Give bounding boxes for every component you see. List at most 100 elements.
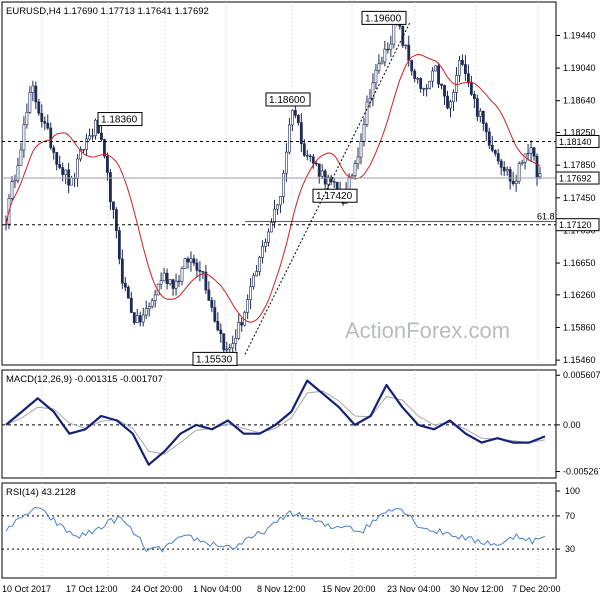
macd-panel-frame: [1, 369, 557, 479]
candle: [410, 59, 414, 76]
candle-body: [28, 92, 32, 113]
candle-body: [350, 175, 354, 178]
candle-body: [180, 268, 184, 282]
candle: [431, 67, 435, 88]
candle: [353, 160, 357, 180]
candle-body: [437, 65, 440, 85]
candle: [380, 56, 384, 65]
candle: [88, 128, 91, 141]
candle: [434, 65, 437, 72]
candle-body: [123, 282, 127, 288]
candle-body: [82, 149, 85, 151]
candle: [437, 62, 440, 88]
candle: [249, 278, 253, 310]
candle-body: [252, 275, 256, 287]
candle-body: [189, 258, 193, 263]
candle: [79, 146, 82, 162]
price-y-tick-label: 1.15460: [563, 355, 596, 365]
candle-body: [10, 181, 14, 199]
candle-body: [487, 131, 491, 146]
candle: [64, 169, 68, 185]
candle-body: [144, 308, 148, 316]
candle-body: [213, 307, 217, 322]
macd-main-line: [5, 379, 546, 466]
candle-body: [496, 153, 500, 162]
candle-body: [258, 257, 261, 272]
candle: [16, 157, 20, 184]
candle: [449, 99, 452, 118]
candle: [126, 285, 130, 299]
candle-body: [168, 279, 172, 285]
candle: [267, 228, 270, 247]
candle: [55, 151, 59, 171]
candle: [261, 240, 264, 264]
candle-body: [204, 271, 208, 291]
candle-body: [43, 121, 47, 124]
candle: [52, 145, 56, 160]
rsi-layer: 100 70 30: [2, 486, 580, 554]
resistance-price-box: [555, 134, 600, 148]
candle: [273, 199, 276, 228]
candle-body: [70, 177, 74, 186]
candle: [106, 152, 109, 181]
candle-body: [153, 294, 157, 301]
candle-body: [114, 209, 118, 231]
candle-body: [279, 196, 282, 206]
candle: [195, 258, 199, 278]
candle-body: [484, 123, 488, 133]
candle-body: [520, 162, 524, 165]
candle-body: [502, 167, 506, 172]
candle: [264, 238, 267, 253]
swing-annotation-label: 1.15530: [196, 354, 233, 365]
candle: [25, 103, 29, 129]
candle-body: [308, 155, 312, 158]
candle: [186, 256, 190, 269]
fib-label: 61.8: [537, 211, 555, 221]
candle-body: [481, 110, 485, 124]
candle-body: [135, 315, 139, 324]
candle-body: [368, 97, 372, 103]
candle: [282, 169, 285, 204]
candle: [332, 178, 336, 189]
candle-body: [141, 314, 145, 323]
candle-body: [288, 124, 291, 153]
candle-body: [320, 170, 324, 177]
candle-body: [31, 85, 35, 93]
candle-body: [532, 147, 536, 157]
price-y-tick-label: 1.15860: [563, 322, 596, 332]
trend-line: [244, 22, 411, 355]
candle: [484, 121, 488, 141]
candle-body: [449, 101, 452, 109]
candle: [374, 64, 378, 90]
candle-body: [464, 64, 467, 75]
resistance-price-label: 1.18140: [559, 137, 592, 147]
candle-body: [311, 156, 315, 164]
candle-body: [371, 82, 375, 99]
price-y-tick-label: 1.18250: [563, 128, 596, 138]
x-tick-label: 15 Nov 20:00: [322, 584, 376, 594]
candle-body: [79, 149, 82, 160]
candle: [320, 164, 324, 180]
candle: [234, 329, 238, 352]
candle-body: [478, 110, 482, 117]
candle-body: [365, 101, 369, 125]
candle: [472, 91, 476, 109]
candle: [499, 158, 503, 176]
candle: [416, 76, 420, 84]
candle: [520, 159, 524, 166]
candle: [204, 264, 208, 294]
candle-body: [16, 165, 20, 181]
candle-body: [186, 258, 190, 263]
candle: [207, 281, 211, 301]
candle: [461, 54, 464, 67]
candle-body: [34, 85, 38, 103]
candle: [258, 255, 261, 276]
candle-body: [422, 88, 426, 90]
candle-body: [120, 258, 124, 284]
candle-body: [452, 92, 455, 102]
candle: [302, 139, 306, 157]
candle: [123, 277, 127, 292]
candle-body: [249, 286, 253, 300]
candle-body: [431, 70, 435, 82]
candle-body: [201, 271, 205, 273]
